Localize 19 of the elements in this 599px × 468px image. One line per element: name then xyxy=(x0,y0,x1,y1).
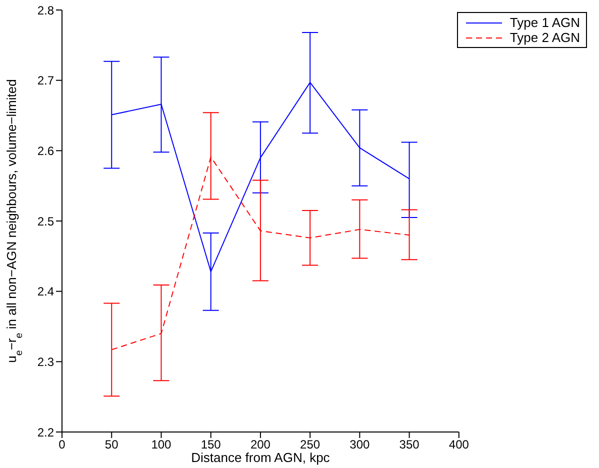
x-tick-label: 400 xyxy=(448,438,470,452)
y-tick-label: 2.2 xyxy=(37,425,54,440)
x-tick-label: 300 xyxy=(350,438,370,452)
y-tick-label: 2.7 xyxy=(37,74,54,88)
legend-label: Type 1 AGN xyxy=(510,15,580,30)
y-tick-label: 2.3 xyxy=(37,354,54,369)
x-tick-label: 150 xyxy=(200,438,222,452)
x-tick-label: 50 xyxy=(104,438,119,452)
y-tick-label: 2.8 xyxy=(37,3,54,18)
legend-label: Type 2 AGN xyxy=(510,30,580,45)
x-tick-label: 100 xyxy=(151,438,172,452)
x-tick-label: 200 xyxy=(250,438,271,452)
x-tick-label: 250 xyxy=(300,438,320,452)
x-axis-title: Distance from AGN, kpc xyxy=(191,450,330,465)
x-tick-label: 350 xyxy=(399,438,420,452)
y-tick-label: 2.5 xyxy=(37,214,54,228)
x-tick-label: 0 xyxy=(58,438,66,452)
y-tick-label: 2.6 xyxy=(37,144,54,158)
y-tick-label: 2.4 xyxy=(37,284,54,299)
